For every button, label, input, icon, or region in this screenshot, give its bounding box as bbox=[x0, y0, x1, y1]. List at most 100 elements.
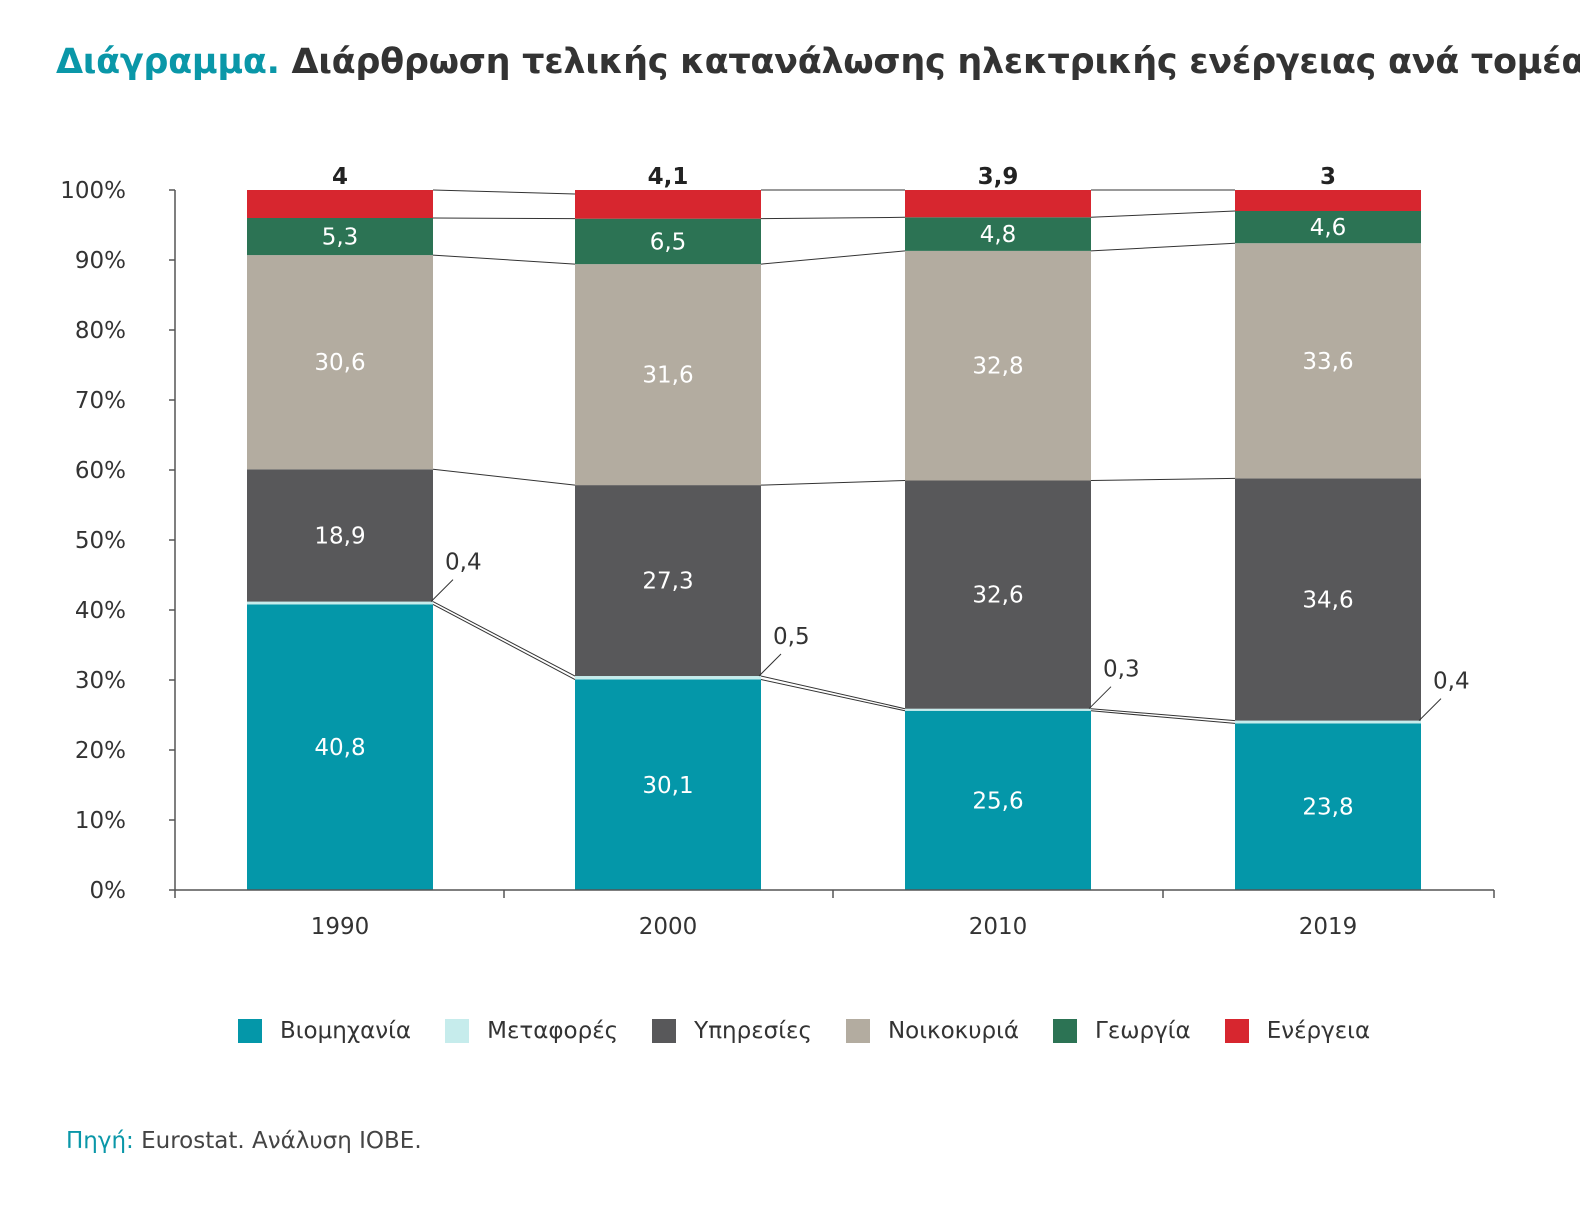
data-label: 23,8 bbox=[1302, 795, 1353, 821]
legend-item: Γεωργία bbox=[1053, 1018, 1191, 1044]
callout-line bbox=[758, 653, 782, 677]
callout-line bbox=[430, 579, 454, 602]
callout-line bbox=[1418, 698, 1442, 721]
connector-line bbox=[1090, 242, 1236, 252]
bar-Βιομηχανία-1990 bbox=[247, 604, 433, 890]
y-tick-label: 30% bbox=[75, 668, 126, 694]
bar-Γεωργία-2000 bbox=[575, 218, 761, 265]
data-label: 30,1 bbox=[642, 773, 693, 799]
legend-item: Βιομηχανία bbox=[238, 1018, 411, 1044]
data-label: 4,6 bbox=[1310, 215, 1347, 241]
y-tick-label: 100% bbox=[60, 178, 126, 204]
connector-line bbox=[432, 254, 576, 265]
data-label: 30,6 bbox=[314, 350, 365, 376]
legend-label: Νοικοκυριά bbox=[887, 1018, 1020, 1044]
connector-line bbox=[760, 480, 906, 486]
data-label: 4,8 bbox=[980, 222, 1017, 248]
bar-Υπηρεσίες-1990 bbox=[247, 469, 433, 602]
x-tick-label: 2019 bbox=[1299, 914, 1358, 940]
bar-Ενέργεια-2019 bbox=[1235, 190, 1421, 211]
data-label: 40,8 bbox=[314, 735, 365, 761]
bar-Νοικοκυριά-1990 bbox=[247, 255, 433, 470]
legend-swatch bbox=[445, 1019, 470, 1043]
y-tick-label: 10% bbox=[75, 808, 126, 834]
legend-label: Γεωργία bbox=[1095, 1018, 1191, 1044]
y-tick-label: 80% bbox=[75, 318, 126, 344]
bar-Γεωργία-1990 bbox=[247, 218, 433, 256]
legend-label: Βιομηχανία bbox=[280, 1018, 412, 1044]
data-label-callout: 0,5 bbox=[773, 624, 810, 650]
data-label-top: 4,1 bbox=[648, 164, 689, 190]
connector-line bbox=[760, 250, 906, 265]
x-tick-label: 1990 bbox=[311, 914, 370, 940]
bar-Υπηρεσίες-2019 bbox=[1235, 478, 1421, 721]
source-lead: Πηγή: bbox=[66, 1128, 134, 1154]
bar-Βιομηχανία-2010 bbox=[905, 710, 1091, 890]
data-label-callout: 0,4 bbox=[1433, 669, 1470, 695]
bar-Μεταφορές-2019 bbox=[1235, 720, 1421, 724]
connector-line bbox=[432, 603, 576, 680]
connector-line bbox=[760, 679, 906, 712]
chart-legend: Βιομηχανία Μεταφορές Υπηρεσίες Νοικοκυριά Γε… bbox=[238, 1018, 1404, 1044]
data-label: 33,6 bbox=[1302, 349, 1353, 375]
y-tick-label: 50% bbox=[75, 528, 126, 554]
y-tick-label: 70% bbox=[75, 388, 126, 414]
y-tick-label: 60% bbox=[75, 458, 126, 484]
legend-item: Νοικοκυριά bbox=[845, 1018, 1020, 1044]
source-note: Πηγή: Eurostat. Ανάλυση ΙΟΒΕ. bbox=[66, 1128, 422, 1154]
data-label: 32,6 bbox=[972, 583, 1023, 609]
data-label: 18,9 bbox=[314, 523, 365, 549]
connector-line bbox=[1090, 708, 1236, 722]
bar-Ενέργεια-2010 bbox=[905, 190, 1091, 218]
data-label: 6,5 bbox=[650, 229, 687, 255]
legend-swatch bbox=[1053, 1019, 1078, 1043]
bar-Νοικοκυριά-2000 bbox=[575, 264, 761, 486]
legend-item: Ενέργεια bbox=[1224, 1018, 1371, 1044]
connector-line bbox=[432, 217, 576, 220]
data-label: 25,6 bbox=[972, 788, 1023, 814]
data-label-callout: 0,3 bbox=[1103, 657, 1140, 683]
legend-item: Υπηρεσίες bbox=[652, 1018, 812, 1044]
bar-Νοικοκυριά-2019 bbox=[1235, 243, 1421, 479]
legend-swatch bbox=[1224, 1019, 1249, 1043]
legend-swatch bbox=[652, 1019, 677, 1043]
stacked-bar-chart: 0% 10% 20% 30% 40% 50% 60% 70% 80% 90% 100% 1990 200… bbox=[60, 164, 1495, 940]
chart-title: Διάγραμμα. Διάρθρωση τελικής κατανάλωσης… bbox=[56, 42, 1580, 82]
bar-Μεταφορές-2010 bbox=[905, 708, 1091, 711]
connector-line bbox=[432, 468, 576, 486]
bar-Ενέργεια-2000 bbox=[575, 190, 761, 219]
connector-line bbox=[1090, 210, 1236, 218]
bar-Μεταφορές-2000 bbox=[575, 676, 761, 680]
bar-Γεωργία-2019 bbox=[1235, 211, 1421, 244]
data-label: 5,3 bbox=[322, 225, 359, 251]
chart-title-lead: Διάγραμμα. bbox=[56, 42, 280, 82]
data-label: 27,3 bbox=[642, 569, 693, 595]
legend-swatch bbox=[845, 1019, 870, 1043]
bar-Βιομηχανία-2000 bbox=[575, 679, 761, 890]
connector-line bbox=[1090, 477, 1236, 481]
bar-Ενέργεια-1990 bbox=[247, 190, 433, 218]
data-label-top: 4 bbox=[332, 164, 348, 190]
connector-line bbox=[432, 601, 576, 677]
chart-title-text: Διάρθρωση τελικής κατανάλωσης ηλεκτρικής… bbox=[291, 42, 1580, 82]
connector-line bbox=[760, 675, 906, 710]
legend-label: Υπηρεσίες bbox=[694, 1018, 812, 1044]
callout-line bbox=[1088, 686, 1112, 710]
connector-line bbox=[1090, 710, 1236, 724]
legend-swatch bbox=[238, 1019, 262, 1043]
legend-label: Ενέργεια bbox=[1266, 1018, 1371, 1044]
y-tick-label: 0% bbox=[90, 878, 127, 904]
bar-Βιομηχανία-2019 bbox=[1235, 723, 1421, 890]
bar-Μεταφορές-1990 bbox=[247, 601, 433, 605]
y-tick-label: 20% bbox=[75, 738, 126, 764]
data-label-top: 3,9 bbox=[978, 164, 1019, 190]
bar-Υπηρεσίες-2010 bbox=[905, 480, 1091, 709]
bar-Νοικοκυριά-2010 bbox=[905, 250, 1091, 481]
legend-item: Μεταφορές bbox=[445, 1018, 618, 1044]
bar-Γεωργία-2010 bbox=[905, 217, 1091, 251]
data-label-top: 3 bbox=[1320, 164, 1336, 190]
y-tick-label: 40% bbox=[75, 598, 126, 624]
bar-Υπηρεσίες-2000 bbox=[575, 485, 761, 677]
source-text: Eurostat. Ανάλυση ΙΟΒΕ. bbox=[141, 1128, 422, 1154]
data-label: 31,6 bbox=[642, 363, 693, 389]
